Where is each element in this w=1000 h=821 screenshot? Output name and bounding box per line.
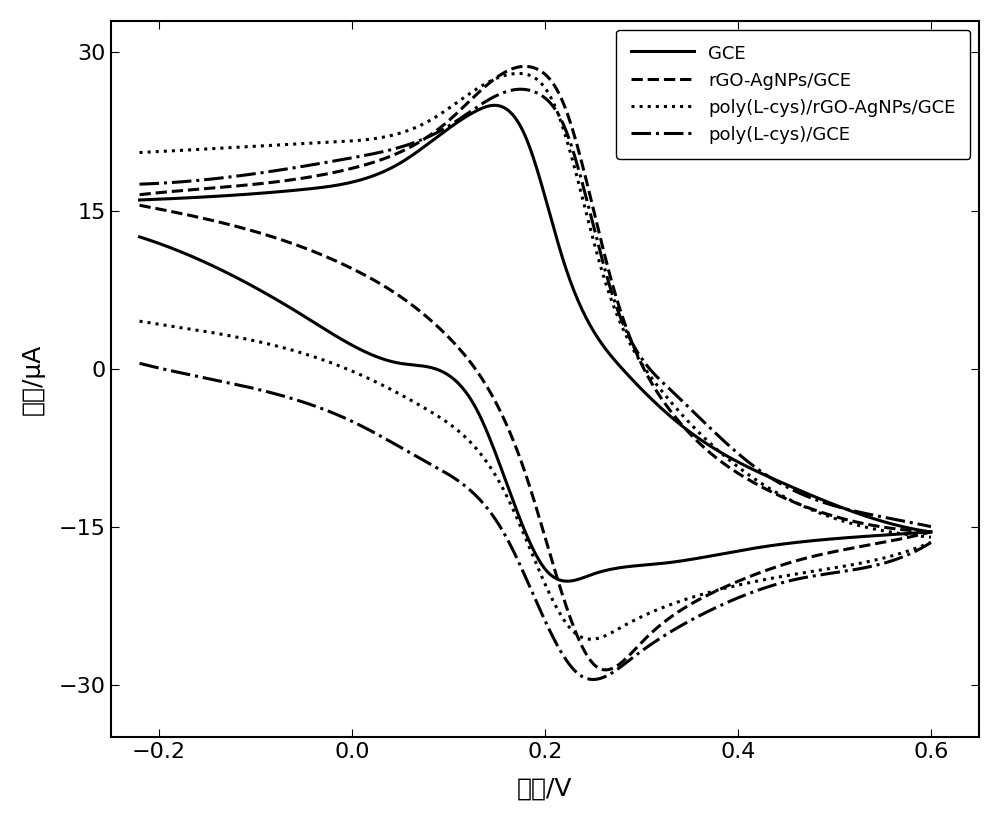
GCE	[337, 179, 349, 189]
Line: poly(L-cys)/rGO-AgNPs/GCE: poly(L-cys)/rGO-AgNPs/GCE	[140, 73, 931, 537]
GCE	[925, 527, 937, 537]
poly(L-cys)/GCE	[274, 165, 286, 175]
rGO-AgNPs/GCE	[663, 405, 675, 415]
GCE	[493, 101, 505, 111]
GCE	[731, 456, 743, 466]
Legend: GCE, rGO-AgNPs/GCE, poly(L-cys)/rGO-AgNPs/GCE, poly(L-cys)/GCE: GCE, rGO-AgNPs/GCE, poly(L-cys)/rGO-AgNP…	[616, 30, 970, 159]
poly(L-cys)/rGO-AgNPs/GCE	[274, 140, 286, 149]
GCE	[274, 186, 286, 196]
poly(L-cys)/rGO-AgNPs/GCE	[731, 461, 743, 470]
poly(L-cys)/GCE	[925, 521, 937, 531]
rGO-AgNPs/GCE	[134, 190, 146, 200]
Line: GCE: GCE	[140, 105, 931, 532]
GCE	[489, 100, 501, 110]
GCE	[134, 195, 146, 205]
poly(L-cys)/GCE	[601, 273, 613, 282]
poly(L-cys)/rGO-AgNPs/GCE	[513, 68, 525, 78]
poly(L-cys)/GCE	[663, 383, 675, 393]
Y-axis label: 电流/μA: 电流/μA	[21, 343, 45, 415]
GCE	[601, 346, 613, 356]
poly(L-cys)/rGO-AgNPs/GCE	[601, 283, 613, 293]
poly(L-cys)/rGO-AgNPs/GCE	[134, 148, 146, 158]
poly(L-cys)/GCE	[134, 179, 146, 189]
rGO-AgNPs/GCE	[337, 166, 349, 176]
rGO-AgNPs/GCE	[925, 527, 937, 537]
poly(L-cys)/rGO-AgNPs/GCE	[337, 136, 349, 146]
Line: poly(L-cys)/GCE: poly(L-cys)/GCE	[140, 89, 931, 526]
rGO-AgNPs/GCE	[274, 177, 286, 186]
poly(L-cys)/rGO-AgNPs/GCE	[663, 395, 675, 405]
rGO-AgNPs/GCE	[731, 467, 743, 477]
Line: rGO-AgNPs/GCE: rGO-AgNPs/GCE	[140, 67, 931, 532]
GCE	[663, 410, 675, 420]
poly(L-cys)/GCE	[492, 90, 504, 100]
poly(L-cys)/rGO-AgNPs/GCE	[492, 73, 504, 83]
poly(L-cys)/GCE	[731, 447, 743, 457]
poly(L-cys)/GCE	[337, 154, 349, 164]
poly(L-cys)/GCE	[514, 85, 526, 94]
rGO-AgNPs/GCE	[601, 260, 613, 270]
rGO-AgNPs/GCE	[519, 62, 531, 71]
X-axis label: 电位/V: 电位/V	[517, 776, 573, 800]
poly(L-cys)/rGO-AgNPs/GCE	[925, 532, 937, 542]
rGO-AgNPs/GCE	[492, 72, 504, 82]
